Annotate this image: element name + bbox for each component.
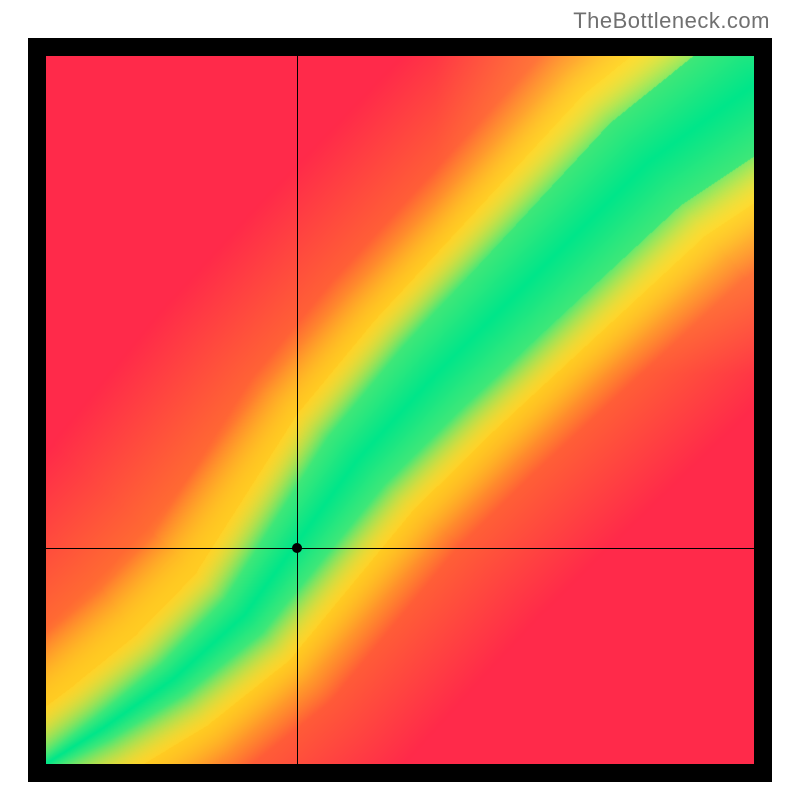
crosshair-horizontal (46, 548, 754, 549)
watermark-text: TheBottleneck.com (573, 8, 770, 34)
chart-frame (28, 38, 772, 782)
crosshair-vertical (297, 56, 298, 764)
heatmap-canvas (46, 56, 754, 764)
plot-area (46, 56, 754, 764)
current-point-marker (292, 543, 302, 553)
